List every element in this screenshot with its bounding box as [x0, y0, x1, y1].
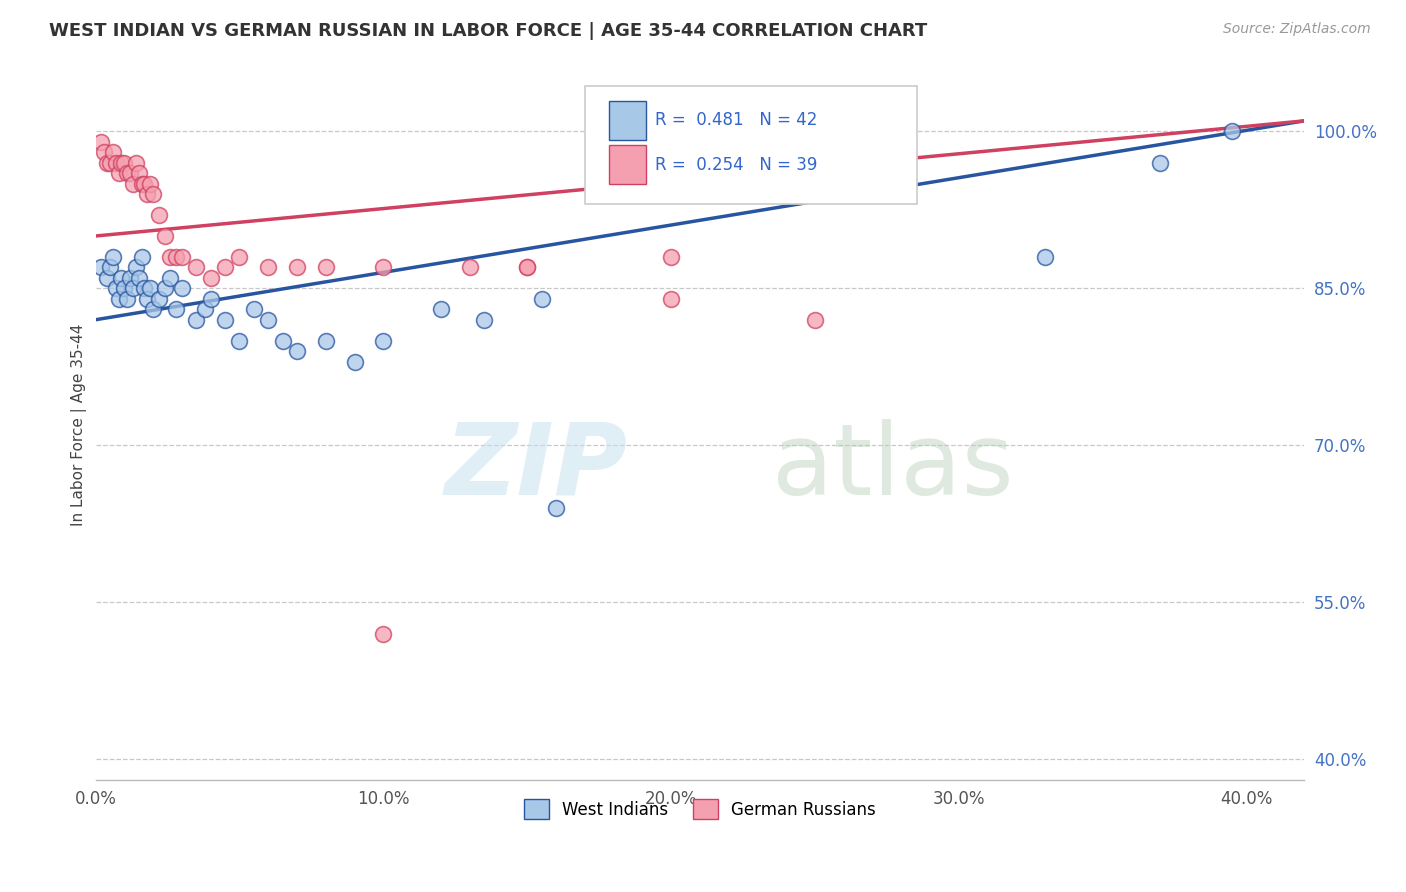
- Point: [120, 166, 142, 180]
- Point: [458, 260, 481, 275]
- Point: [1033, 250, 1056, 264]
- Point: [110, 155, 132, 169]
- Point: [90, 135, 112, 149]
- Point: [153, 229, 176, 244]
- Point: [1220, 124, 1243, 138]
- Point: [128, 271, 150, 285]
- Point: [90, 260, 112, 275]
- FancyBboxPatch shape: [585, 87, 918, 203]
- Text: ZIP: ZIP: [444, 418, 627, 516]
- Point: [170, 250, 193, 264]
- Point: [112, 281, 135, 295]
- Text: WEST INDIAN VS GERMAN RUSSIAN IN LABOR FORCE | AGE 35-44 CORRELATION CHART: WEST INDIAN VS GERMAN RUSSIAN IN LABOR F…: [49, 22, 928, 40]
- Point: [104, 155, 127, 169]
- Point: [122, 177, 145, 191]
- Text: Source: ZipAtlas.com: Source: ZipAtlas.com: [1223, 22, 1371, 37]
- Point: [243, 302, 266, 317]
- Point: [148, 208, 170, 222]
- Text: atlas: atlas: [772, 418, 1014, 516]
- Point: [101, 250, 124, 264]
- Point: [110, 271, 132, 285]
- Point: [142, 187, 165, 202]
- Point: [142, 302, 165, 317]
- Point: [139, 281, 162, 295]
- Point: [659, 292, 682, 306]
- Point: [134, 281, 156, 295]
- Point: [516, 260, 538, 275]
- Text: R =  0.254   N = 39: R = 0.254 N = 39: [655, 155, 817, 174]
- Point: [430, 302, 453, 317]
- Point: [112, 155, 135, 169]
- Point: [159, 271, 181, 285]
- Point: [104, 281, 127, 295]
- Point: [131, 250, 153, 264]
- Point: [285, 260, 308, 275]
- Point: [165, 250, 187, 264]
- Point: [186, 312, 208, 326]
- Point: [159, 250, 181, 264]
- Bar: [609, 101, 645, 140]
- Point: [101, 145, 124, 160]
- Point: [93, 145, 115, 160]
- Point: [343, 354, 366, 368]
- Point: [214, 260, 236, 275]
- Point: [200, 292, 222, 306]
- Point: [186, 260, 208, 275]
- Point: [170, 281, 193, 295]
- Point: [373, 626, 395, 640]
- Point: [373, 260, 395, 275]
- Point: [214, 312, 236, 326]
- Point: [228, 334, 250, 348]
- Text: R =  0.481   N = 42: R = 0.481 N = 42: [655, 112, 817, 129]
- Point: [122, 281, 145, 295]
- Point: [373, 334, 395, 348]
- Point: [165, 302, 187, 317]
- Point: [107, 292, 129, 306]
- Point: [98, 155, 121, 169]
- Y-axis label: In Labor Force | Age 35-44: In Labor Force | Age 35-44: [72, 323, 87, 525]
- Point: [131, 177, 153, 191]
- Point: [148, 292, 170, 306]
- Point: [516, 260, 538, 275]
- Point: [530, 292, 553, 306]
- Point: [134, 177, 156, 191]
- Point: [257, 260, 280, 275]
- Point: [228, 250, 250, 264]
- Point: [107, 166, 129, 180]
- Point: [194, 302, 217, 317]
- Point: [125, 155, 148, 169]
- Point: [659, 250, 682, 264]
- Point: [139, 177, 162, 191]
- Point: [257, 312, 280, 326]
- Point: [1149, 155, 1171, 169]
- Point: [544, 501, 567, 516]
- Point: [115, 166, 138, 180]
- Point: [285, 344, 308, 359]
- Point: [120, 271, 142, 285]
- Point: [315, 334, 337, 348]
- Point: [136, 292, 159, 306]
- Bar: [609, 145, 645, 184]
- Point: [271, 334, 294, 348]
- Legend: West Indians, German Russians: West Indians, German Russians: [517, 793, 883, 825]
- Point: [128, 166, 150, 180]
- Point: [96, 155, 118, 169]
- Point: [115, 292, 138, 306]
- Point: [804, 312, 827, 326]
- Point: [98, 260, 121, 275]
- Point: [96, 271, 118, 285]
- Point: [472, 312, 495, 326]
- Point: [136, 187, 159, 202]
- Point: [200, 271, 222, 285]
- Point: [125, 260, 148, 275]
- Point: [315, 260, 337, 275]
- Point: [153, 281, 176, 295]
